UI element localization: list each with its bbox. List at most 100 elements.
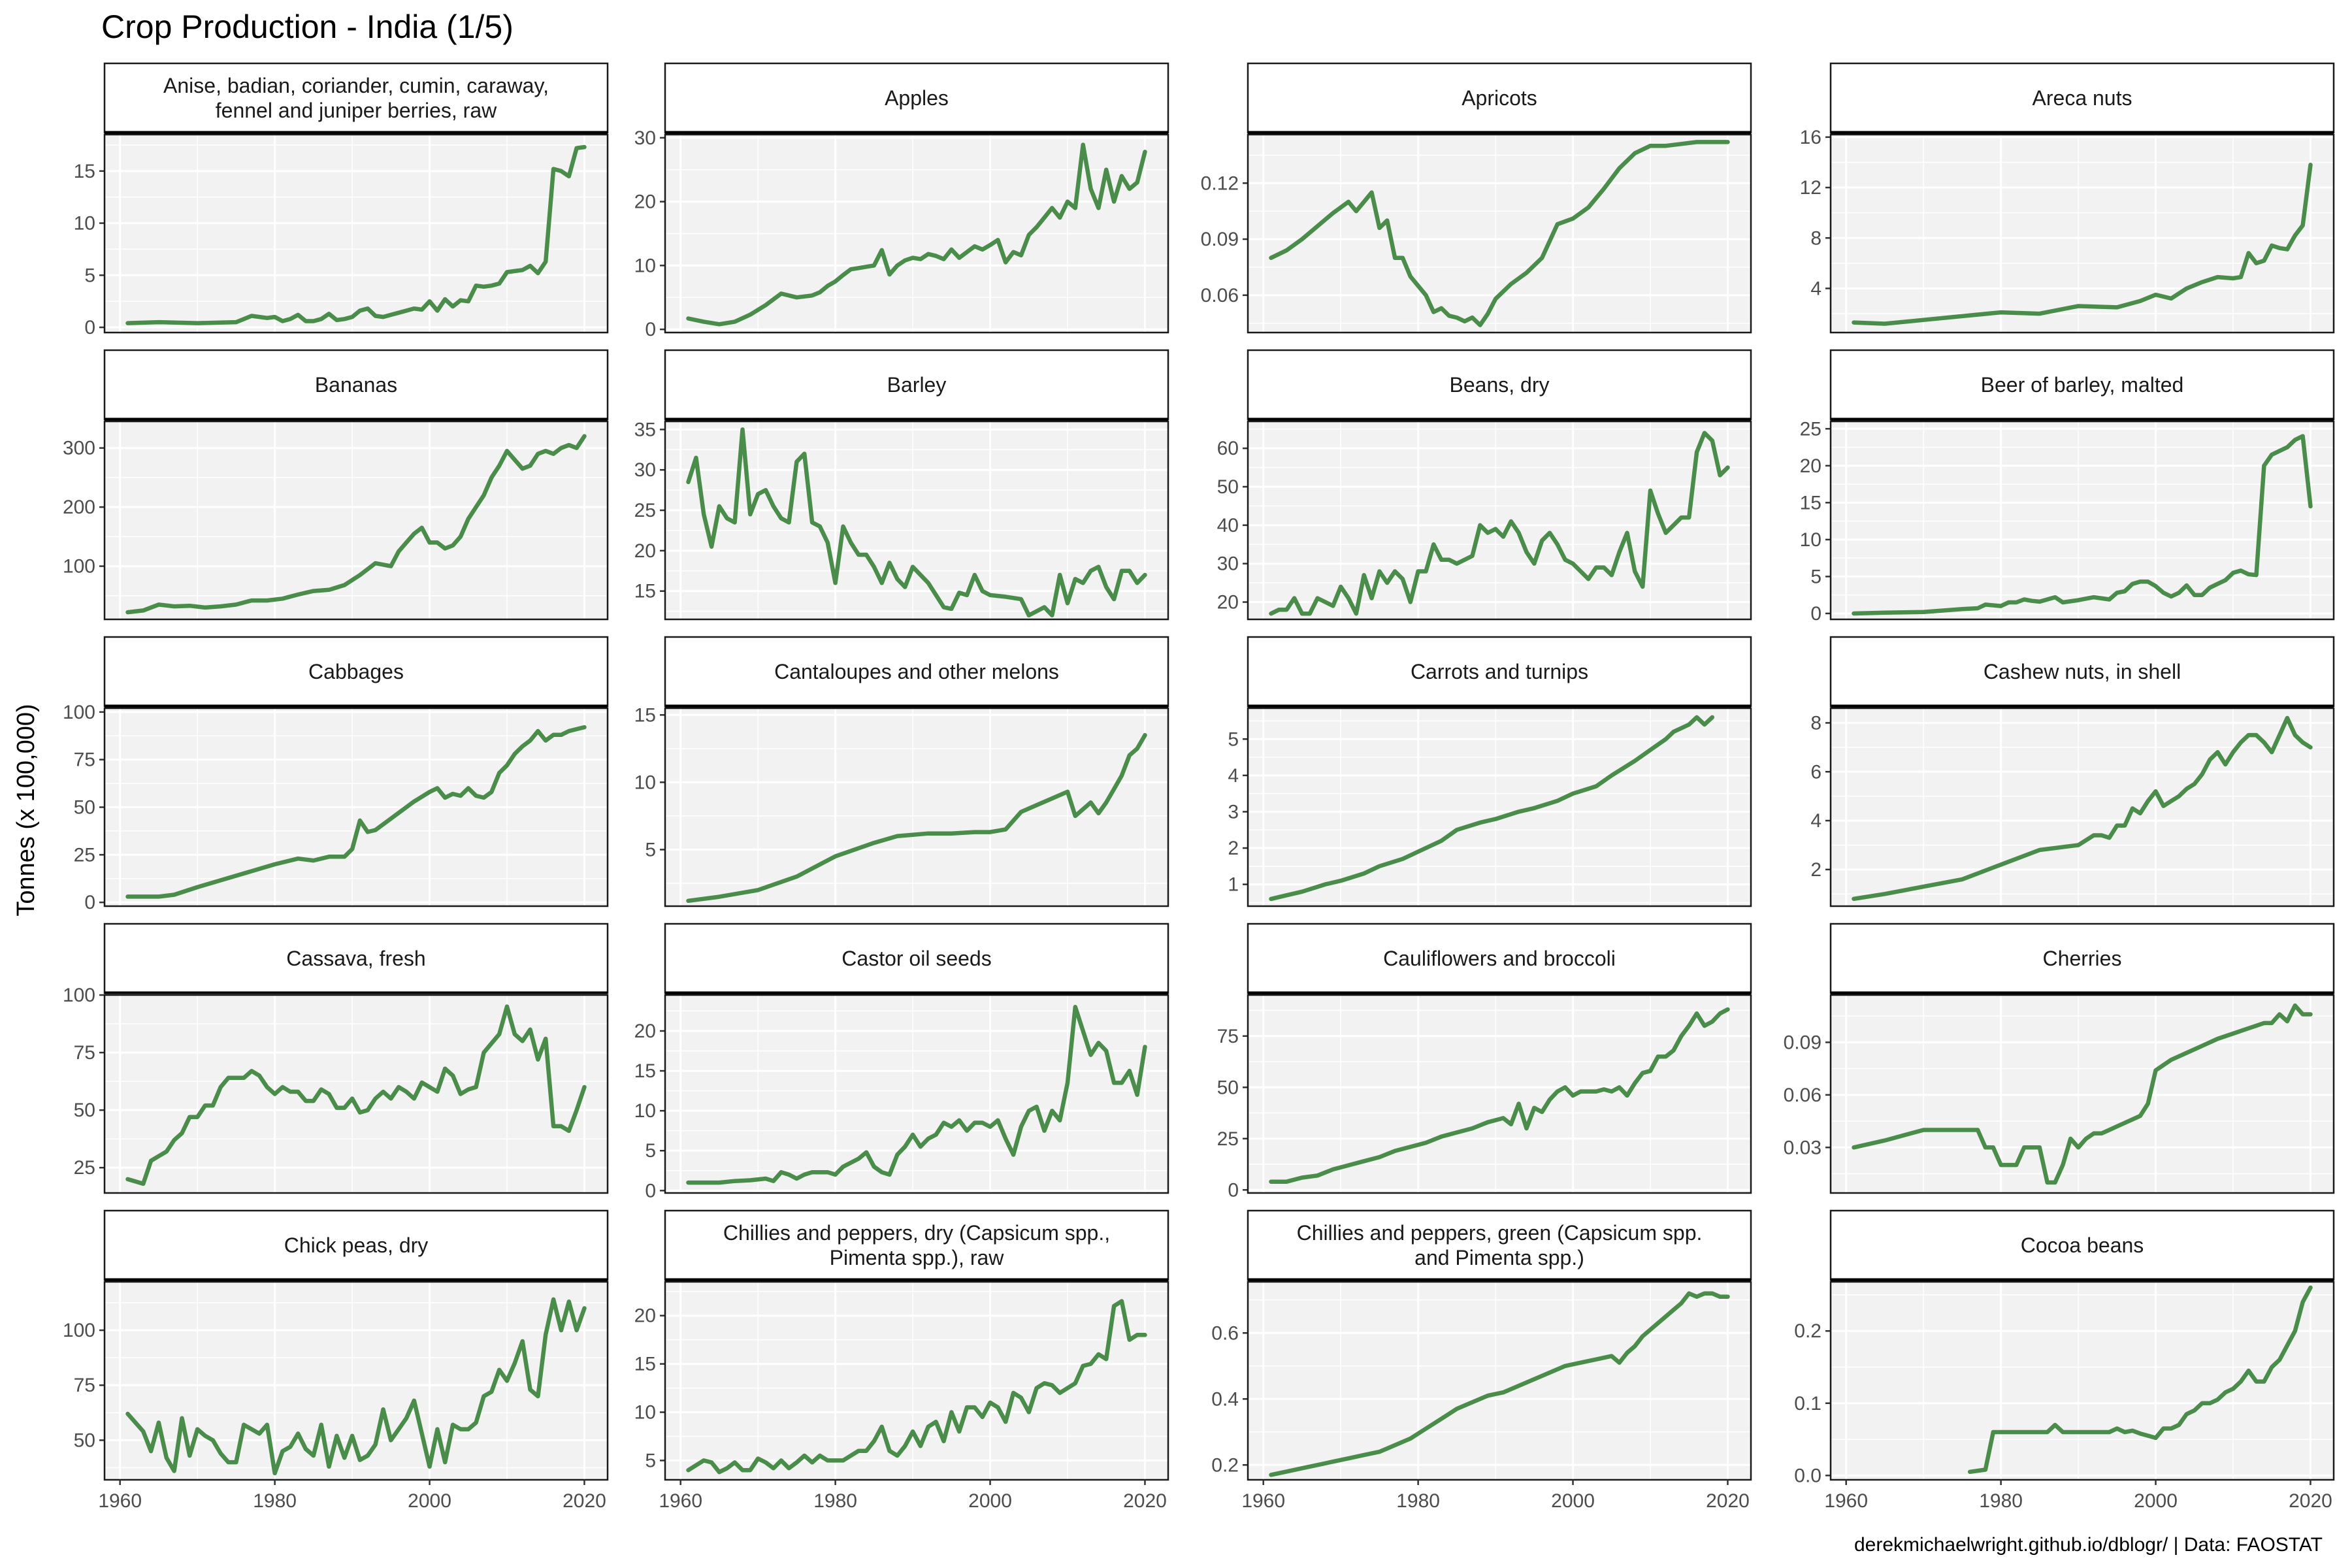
y-tick-label: 25 <box>74 844 95 866</box>
x-tick-label: 2000 <box>968 1490 1012 1512</box>
panel-border <box>664 1281 1169 1481</box>
panel-background <box>1248 1282 1751 1480</box>
facet-panel: Cherries 0.03 0.06 0.09 <box>1784 923 2335 1194</box>
y-tick-label: 0 <box>84 892 95 913</box>
x-tick-label: 2000 <box>408 1490 451 1512</box>
facet-panel: Carrots and turnips 1 2 3 4 5 <box>1228 636 1752 907</box>
y-tick-label: 20 <box>634 1305 656 1327</box>
y-tick-label: 0 <box>645 1180 656 1201</box>
x-tick-label: 1980 <box>1396 1490 1440 1512</box>
y-tick-label: 30 <box>1217 553 1239 575</box>
y-tick-label: 75 <box>74 1375 95 1396</box>
y-tick-label: 0.4 <box>1211 1388 1239 1410</box>
panel-border <box>1247 420 1752 621</box>
y-tick-label: 0.1 <box>1794 1393 1821 1414</box>
x-tick-label: 2020 <box>1123 1490 1167 1512</box>
y-tick-label: 100 <box>63 985 95 1006</box>
x-tick-label: 2020 <box>563 1490 606 1512</box>
panel-background <box>1831 135 2334 333</box>
facet-title: Anise, badian, coriander, cumin, caraway… <box>163 74 549 97</box>
panel-background <box>105 421 608 619</box>
facet-title: Cauliflowers and broccoli <box>1383 947 1616 970</box>
y-tick-label: 4 <box>1228 765 1239 787</box>
y-tick-label: 15 <box>634 581 656 602</box>
facet-title: Chillies and peppers, green (Capsicum sp… <box>1297 1221 1703 1245</box>
facet-panel: Beans, dry 20 30 40 50 60 <box>1217 349 1752 621</box>
facet-panel: Apples 0 10 20 30 <box>634 62 1169 340</box>
y-tick-label: 10 <box>634 255 656 276</box>
y-tick-label: 8 <box>1810 227 1821 249</box>
y-tick-label: 3 <box>1228 801 1239 823</box>
panel-background <box>105 995 608 1193</box>
y-tick-label: 16 <box>1800 127 1821 148</box>
y-tick-label: 75 <box>1217 1026 1239 1047</box>
y-tick-label: 15 <box>1800 492 1821 514</box>
y-tick-label: 25 <box>1800 418 1821 440</box>
facet-title: Cherries <box>2043 947 2122 970</box>
facet-strip <box>664 636 1169 708</box>
series-line <box>1269 140 1730 327</box>
facet-title: Cashew nuts, in shell <box>1984 660 2181 683</box>
y-axis-title: Tonnes (x 100,000) <box>12 704 40 916</box>
y-tick-label: 0.2 <box>1794 1320 1821 1342</box>
y-tick-label: 15 <box>634 1354 656 1375</box>
facet-title: Pimenta spp.), raw <box>830 1246 1005 1269</box>
facet-panel: Cashew nuts, in shell 2 4 6 8 <box>1810 636 2335 907</box>
y-tick-label: 50 <box>1217 1077 1239 1098</box>
facet-strip <box>1829 923 2335 994</box>
panel-background <box>1248 708 1751 906</box>
facet-panel: Areca nuts 4 8 12 16 <box>1800 62 2335 334</box>
y-tick-label: 50 <box>1217 476 1239 498</box>
facet-panel: Apricots 0.06 0.09 0.12 <box>1201 62 1752 334</box>
y-tick-label: 0 <box>1228 1179 1239 1201</box>
y-tick-label: 6 <box>1810 761 1821 783</box>
facet-panel: Bananas 100 200 300 <box>63 349 609 621</box>
x-tick-label: 1960 <box>659 1490 702 1512</box>
chart-title: Crop Production - India (1/5) <box>101 8 514 45</box>
y-tick-label: 0.09 <box>1784 1032 1821 1053</box>
series-line <box>125 1297 587 1476</box>
y-tick-label: 0 <box>1810 603 1821 625</box>
y-tick-label: 2 <box>1810 859 1821 881</box>
facet-panel: Chillies and peppers, dry (Capsicum spp.… <box>634 1209 1169 1512</box>
y-tick-label: 35 <box>634 419 656 440</box>
panel-background <box>1248 995 1751 1193</box>
y-tick-label: 100 <box>63 556 95 578</box>
y-tick-label: 20 <box>634 540 656 562</box>
facet-strip <box>1247 636 1752 708</box>
chart-caption: derekmichaelwright.github.io/dblogr/ | D… <box>1854 1534 2323 1556</box>
series-line <box>1269 1291 1730 1477</box>
panel-border <box>1247 707 1752 907</box>
facet-strip <box>103 1209 609 1281</box>
y-tick-label: 5 <box>1810 566 1821 587</box>
facet-title: Areca nuts <box>2033 86 2132 110</box>
facet-strip <box>664 62 1169 134</box>
y-tick-label: 0 <box>84 317 95 338</box>
y-tick-label: 60 <box>1217 438 1239 459</box>
facet-panel: Barley 15 20 25 30 35 <box>634 349 1169 621</box>
panel-border <box>1247 1281 1752 1481</box>
y-tick-label: 0.6 <box>1211 1322 1239 1344</box>
y-tick-label: 30 <box>634 127 656 149</box>
facet-title: Cassava, fresh <box>286 947 425 970</box>
y-tick-label: 15 <box>634 704 656 726</box>
facet-strip <box>1247 1209 1752 1281</box>
y-tick-label: 15 <box>74 161 95 182</box>
y-tick-label: 12 <box>1800 177 1821 199</box>
facet-panel: Cantaloupes and other melons 5 10 15 <box>634 636 1169 907</box>
panel-border <box>1247 994 1752 1194</box>
series-line <box>1852 1003 2313 1185</box>
x-tick-label: 1980 <box>1979 1490 2023 1512</box>
series-line <box>125 1004 587 1186</box>
panel-background <box>1248 421 1751 619</box>
panel-background <box>1831 1282 2334 1480</box>
x-tick-label: 1960 <box>98 1490 142 1512</box>
y-tick-label: 25 <box>1217 1128 1239 1150</box>
y-tick-label: 15 <box>634 1060 656 1082</box>
y-tick-label: 0.0 <box>1794 1465 1821 1486</box>
facet-title: Chick peas, dry <box>284 1233 429 1257</box>
y-tick-label: 300 <box>63 438 95 459</box>
y-tick-label: 50 <box>74 1429 95 1451</box>
panel-background <box>665 995 1168 1193</box>
